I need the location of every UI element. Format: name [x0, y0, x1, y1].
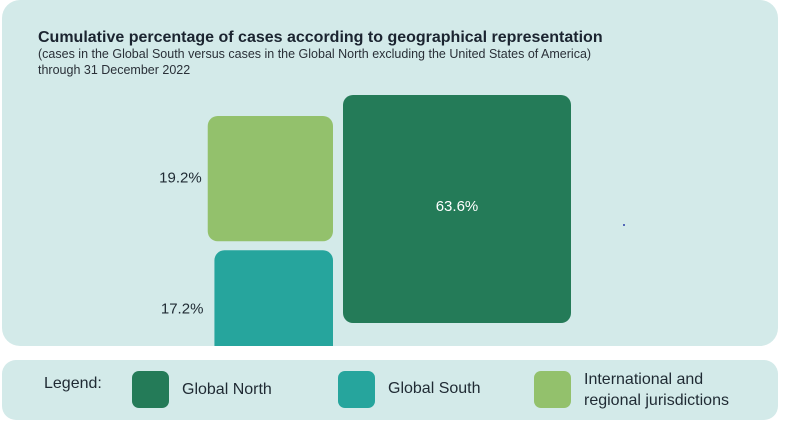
legend-label-international-line-2: regional jurisdictions: [584, 392, 729, 409]
chart-subtitle: (cases in the Global South versus cases …: [38, 46, 698, 78]
subtitle-line-1: (cases in the Global South versus cases …: [38, 47, 592, 61]
legend-label-international-line-1: International and: [584, 371, 704, 388]
square-global-north: [343, 95, 571, 323]
legend-swatch-international: [534, 371, 571, 408]
subtitle-line-2: through 31 December 2022: [38, 63, 191, 77]
square-area-chart: 63.6% 19.2% 17.2%: [159, 95, 571, 346]
stray-dot: [623, 224, 625, 226]
square-international: [207, 116, 333, 242]
value-label-global-north: 63.6%: [436, 198, 479, 215]
value-label-global-south: 17.2%: [161, 301, 204, 318]
legend-swatch-global-north: [132, 371, 169, 408]
legend-label-global-south: Global South: [388, 380, 481, 397]
legend: Legend: Global North Global South Intern…: [2, 360, 778, 420]
legend-title: Legend:: [44, 375, 102, 392]
legend-swatch-global-south: [338, 371, 375, 408]
square-global-south: [214, 250, 333, 346]
chart-title: Cumulative percentage of cases according…: [38, 29, 603, 46]
legend-label-global-north: Global North: [182, 381, 272, 398]
value-label-international: 19.2%: [159, 170, 202, 187]
legend-label-international: International and regional jurisdictions: [584, 369, 729, 411]
